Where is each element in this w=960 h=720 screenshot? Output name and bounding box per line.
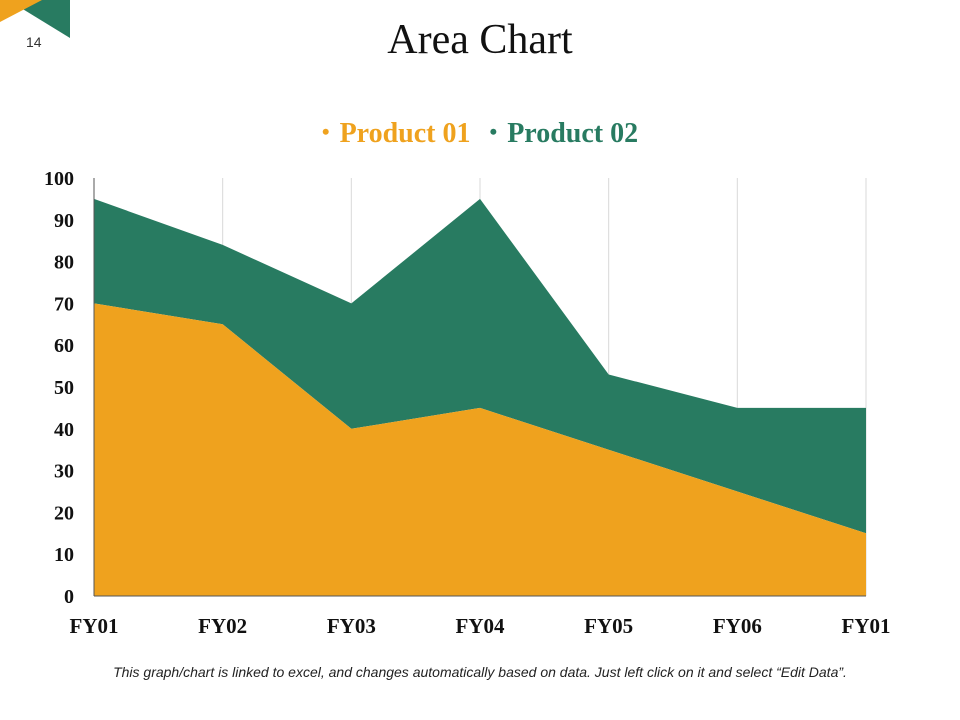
y-tick-label: 60 bbox=[54, 335, 74, 357]
y-tick-label: 90 bbox=[54, 210, 74, 232]
legend-item-product-02: • Product 02 bbox=[490, 118, 639, 149]
y-tick-label: 0 bbox=[64, 586, 74, 608]
footnote: This graph/chart is linked to excel, and… bbox=[113, 664, 847, 680]
x-tick-label: FY06 bbox=[713, 614, 762, 638]
slide-title: Area Chart bbox=[387, 17, 573, 63]
x-tick-label: FY02 bbox=[198, 614, 247, 638]
legend-label: Product 02 bbox=[507, 118, 639, 149]
y-tick-label: 70 bbox=[54, 293, 74, 315]
corner-decoration bbox=[0, 0, 70, 38]
chart-legend: • Product 01 • Product 02 bbox=[0, 118, 960, 150]
legend-label: Product 01 bbox=[339, 118, 471, 149]
x-tick-label: FY05 bbox=[584, 614, 633, 638]
x-tick-label: FY04 bbox=[456, 614, 505, 638]
y-tick-label: 40 bbox=[54, 419, 74, 441]
y-tick-label: 100 bbox=[44, 168, 74, 190]
area-series-product-01 bbox=[94, 303, 866, 596]
page-number: 14 bbox=[26, 34, 42, 50]
legend-bullet-icon: • bbox=[489, 119, 498, 144]
legend-item-product-01: • Product 01 bbox=[322, 118, 478, 149]
x-tick-label: FY01 bbox=[842, 614, 891, 638]
x-tick-label: FY01 bbox=[70, 614, 119, 638]
y-tick-label: 10 bbox=[54, 544, 74, 566]
y-tick-label: 80 bbox=[54, 252, 74, 274]
y-tick-label: 50 bbox=[54, 377, 74, 399]
legend-bullet-icon: • bbox=[321, 119, 330, 144]
x-tick-label: FY03 bbox=[327, 614, 376, 638]
y-tick-label: 20 bbox=[54, 502, 74, 524]
y-tick-label: 30 bbox=[54, 461, 74, 483]
area-series-product-02 bbox=[94, 198, 866, 534]
